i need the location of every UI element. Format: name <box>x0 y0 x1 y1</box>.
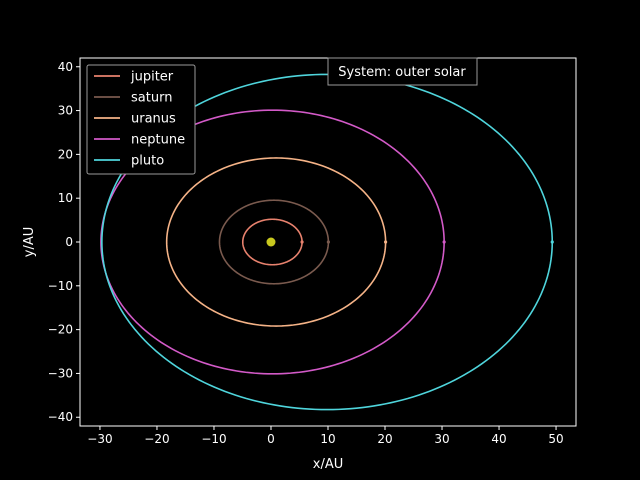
x-tick-label: 0 <box>267 432 275 446</box>
x-tick-label: 20 <box>377 432 392 446</box>
planet-neptune <box>442 240 446 244</box>
x-tick-label: −10 <box>201 432 226 446</box>
y-tick-label: −10 <box>48 279 73 293</box>
y-axis-label: y/AU <box>22 227 37 257</box>
x-axis-ticks: −30 −20 −10 0 10 20 30 40 50 <box>87 426 564 446</box>
y-tick-label: 0 <box>65 235 73 249</box>
x-tick-label: 30 <box>434 432 449 446</box>
legend-label-neptune: neptune <box>131 133 185 148</box>
y-tick-label: 10 <box>58 191 73 205</box>
orbit-saturn <box>218 199 330 285</box>
planet-uranus <box>383 240 388 244</box>
x-tick-label: 10 <box>320 432 335 446</box>
sun-marker <box>266 237 276 247</box>
planet-jupiter <box>300 240 304 244</box>
orbit-uranus <box>165 157 387 327</box>
annotation-text: System: outer solar <box>338 65 466 80</box>
orbit-lines <box>100 73 554 411</box>
legend-label-saturn: saturn <box>131 91 172 106</box>
legend: jupiter saturn uranus neptune pluto <box>86 64 196 175</box>
planet-pluto <box>550 240 554 244</box>
legend-frame <box>86 64 196 175</box>
annotation-frame <box>327 57 478 86</box>
orbit-pluto <box>101 73 554 411</box>
orbit-neptune <box>100 109 445 375</box>
legend-label-pluto: pluto <box>131 154 164 169</box>
orbit-jupiter <box>241 218 303 266</box>
x-axis-label: x/AU <box>313 457 343 472</box>
y-axis-ticks: −40 −30 −20 −10 0 10 20 30 40 <box>48 60 80 424</box>
system-annotation: System: outer solar <box>327 57 478 86</box>
x-tick-label: −20 <box>144 432 169 446</box>
sun-layer <box>266 237 276 247</box>
x-tick-label: 50 <box>548 432 563 446</box>
y-tick-label: 20 <box>58 147 73 161</box>
y-tick-label: −20 <box>48 323 73 337</box>
y-tick-label: 30 <box>58 104 73 118</box>
x-tick-label: 40 <box>491 432 506 446</box>
y-tick-label: −30 <box>48 366 73 380</box>
legend-label-uranus: uranus <box>131 112 176 127</box>
y-tick-label: −40 <box>48 410 73 424</box>
x-tick-label: −30 <box>87 432 112 446</box>
planet-saturn <box>326 240 330 244</box>
legend-label-jupiter: jupiter <box>130 70 174 85</box>
y-tick-label: 40 <box>58 60 73 74</box>
